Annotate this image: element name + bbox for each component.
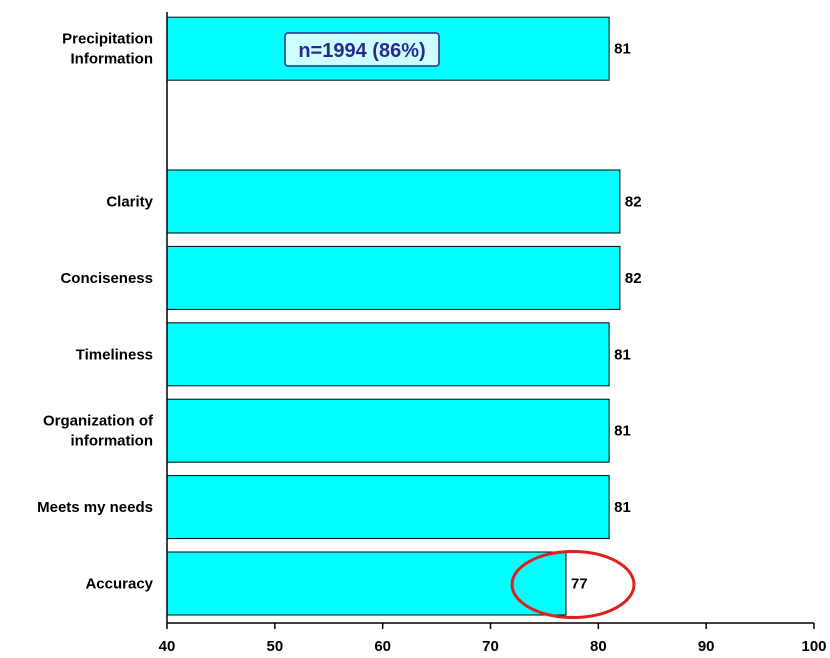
category-label: Meets my needs (37, 499, 153, 516)
bar (166, 322, 610, 387)
x-tick-label: 100 (801, 638, 826, 655)
value-label: 77 (571, 576, 588, 593)
value-label: 82 (625, 270, 642, 287)
highlight-ellipse (510, 550, 636, 619)
bar (166, 475, 610, 540)
bar (166, 169, 621, 234)
category-label: Conciseness (60, 270, 153, 287)
bar (166, 551, 567, 616)
category-label: Timeliness (76, 346, 153, 363)
annotation-box (284, 32, 440, 67)
bar (166, 245, 621, 310)
value-label: 81 (614, 423, 631, 440)
value-label: 81 (614, 41, 631, 58)
x-tick-label: 40 (159, 638, 176, 655)
x-tick-label: 50 (266, 638, 283, 655)
bar (166, 398, 610, 463)
value-label: 81 (614, 499, 631, 516)
value-label: 81 (614, 346, 631, 363)
annotation-text: n=1994 (86%) (298, 40, 425, 62)
sample-size-annotation: n=1994 (86%) (284, 32, 440, 67)
x-tick-label: 80 (590, 638, 607, 655)
value-labels: 81 82 82 81 81 81 77 (571, 41, 642, 593)
category-label: Organization of information (43, 413, 154, 450)
category-label: Precipitation Information (62, 31, 153, 68)
category-label: Clarity (106, 194, 153, 211)
x-axis-ticks: 40 50 60 70 80 90 100 (159, 623, 827, 655)
value-label: 82 (625, 194, 642, 211)
category-labels: Precipitation Information Clarity Concisene… (37, 31, 154, 593)
x-tick-label: 70 (482, 638, 499, 655)
x-tick-label: 60 (374, 638, 391, 655)
category-label: Accuracy (85, 576, 153, 593)
x-tick-label: 90 (698, 638, 715, 655)
bars-layer (166, 16, 621, 616)
